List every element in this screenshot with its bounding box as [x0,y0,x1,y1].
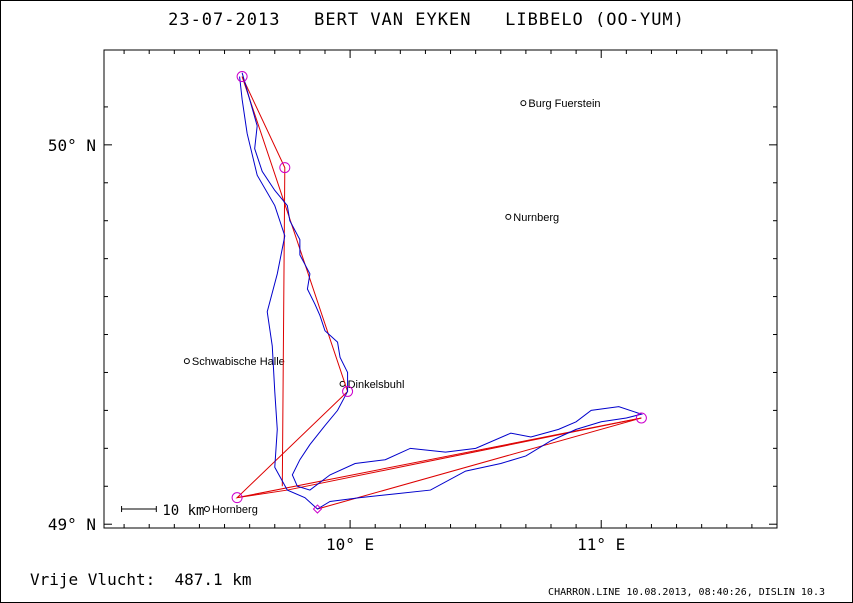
plot-border [103,49,778,529]
scale-bar-label: 10 km [162,503,204,519]
lon-tick-label: 11° E [577,535,625,554]
task-leg [235,76,642,510]
start-marker [312,504,323,514]
city-label: Dinkelsbuhl [348,379,405,391]
lat-tick-label: 49° N [48,515,96,534]
city-label: Hornberg [212,504,258,516]
distance-label: Vrije Vlucht: [30,570,156,589]
task-leg [241,76,286,487]
software-credit: CHARRON.LINE 10.08.2013, 08:40:26, DISLI… [548,587,825,598]
turnpoint-marker [231,492,243,504]
turnpoint-marker [279,162,291,174]
city-marker [520,100,527,107]
city-label: Nurnberg [513,212,559,224]
city-marker [505,213,512,220]
distance-summary: Vrije Vlucht: 487.1 km [30,570,252,589]
city-marker [183,358,190,365]
distance-value: 487.1 km [174,570,252,589]
lon-tick-label: 10° E [326,535,374,554]
city-label: Schwabische Halle [192,356,285,368]
flight-track [239,72,644,510]
turnpoint-marker [342,385,354,397]
flight-title: 23-07-2013 BERT VAN EYKEN LIBBELO (OO-YU… [168,10,685,30]
city-label: Burg Fuerstein [528,98,600,110]
lat-tick-label: 50° N [48,136,96,155]
turnpoint-marker [236,71,248,83]
city-marker [203,506,210,513]
turnpoint-marker [635,412,647,424]
